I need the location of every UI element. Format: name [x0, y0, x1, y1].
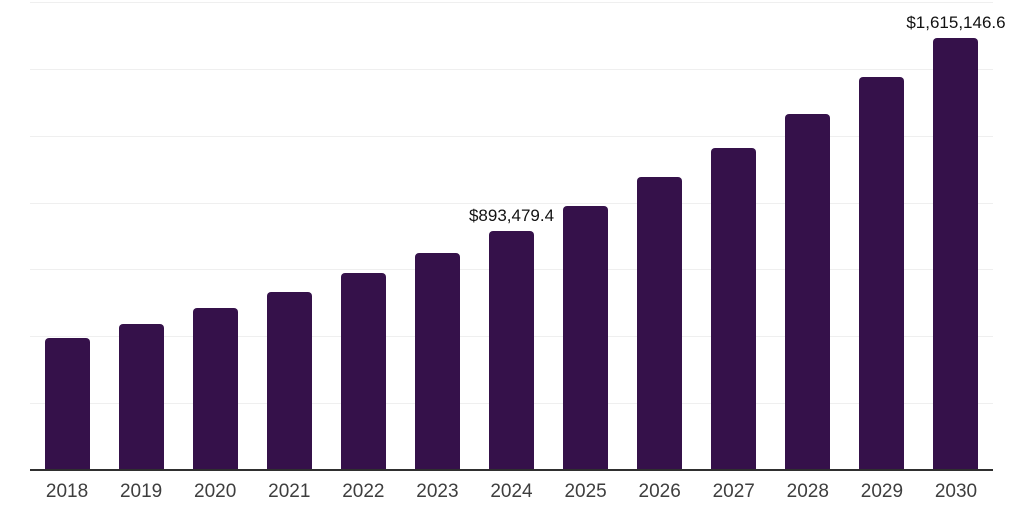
- bar-2024[interactable]: [489, 231, 534, 470]
- gridline: [30, 135, 993, 137]
- bar-slot-2026: [623, 2, 697, 470]
- bar-slot-2028: [771, 2, 845, 470]
- bar-2030[interactable]: [933, 38, 979, 470]
- bar-2023[interactable]: [414, 253, 460, 470]
- x-tick-2020: 2020: [194, 481, 237, 502]
- plot-area: $893,479.4 $1,615,146.6: [30, 2, 1006, 470]
- x-tick-2026: 2026: [638, 481, 681, 502]
- bar-slot-2019: [104, 2, 178, 470]
- data-label-2030: $1,615,146.6: [906, 13, 1006, 33]
- x-tick-2028: 2028: [786, 481, 829, 502]
- bar-slot-2020: [178, 2, 252, 470]
- x-axis-labels: 2018 2019 2020 2021 2022 2023 2024 2025 2026 2027…: [30, 481, 993, 503]
- bar-2027[interactable]: [711, 148, 757, 470]
- x-tick-2025: 2025: [564, 481, 607, 502]
- bar-2020[interactable]: [192, 308, 238, 470]
- x-tick-2021: 2021: [268, 481, 311, 502]
- bar-slot-2029: [845, 2, 919, 470]
- x-tick-2030: 2030: [934, 481, 978, 502]
- bar-2025[interactable]: [563, 206, 609, 470]
- x-tick-2029: 2029: [860, 481, 904, 502]
- bar-2022[interactable]: [340, 273, 386, 470]
- x-tick-2024: 2024: [490, 481, 533, 502]
- gridline: [30, 68, 993, 70]
- x-tick-2019: 2019: [119, 481, 163, 502]
- bar-slot-2027: [697, 2, 771, 470]
- gridline: [30, 2, 993, 3]
- bar-2019[interactable]: [118, 324, 164, 470]
- bar-slot-2025: [549, 2, 623, 470]
- x-tick-2023: 2023: [416, 481, 459, 502]
- x-tick-2018: 2018: [45, 481, 89, 502]
- bar-slot-2021: [252, 2, 326, 470]
- bar-2018[interactable]: [44, 338, 90, 470]
- gridline: [30, 202, 993, 204]
- bar-slot-2022: [326, 2, 400, 470]
- bar-slot-2023: [400, 2, 474, 470]
- bar-slot-2024: $893,479.4: [469, 2, 554, 470]
- x-tick-2027: 2027: [712, 481, 755, 502]
- bar-2026[interactable]: [637, 177, 683, 470]
- x-tick-2022: 2022: [342, 481, 385, 502]
- bar-2028[interactable]: [785, 114, 831, 470]
- bar-slot-2018: [30, 2, 104, 470]
- data-label-2024: $893,479.4: [468, 206, 555, 226]
- bar-2021[interactable]: [266, 292, 312, 470]
- x-axis-line: [30, 469, 993, 471]
- bar-slot-2030: $1,615,146.6: [906, 2, 1006, 470]
- bar-2029[interactable]: [859, 77, 905, 470]
